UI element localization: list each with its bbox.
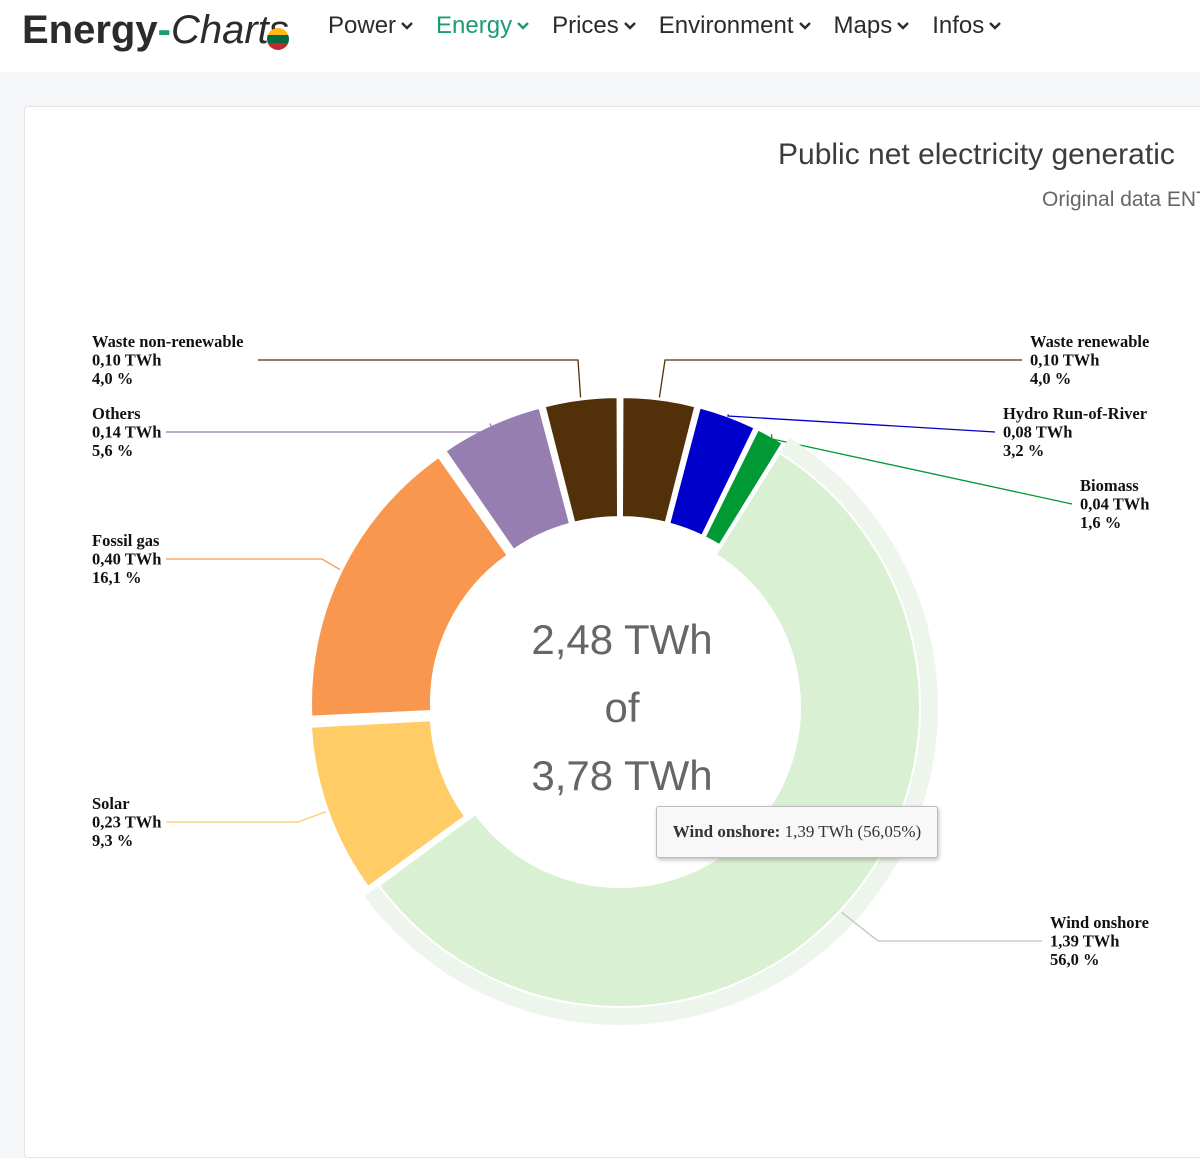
connector-hydro-run-of-river: [727, 414, 996, 433]
chevron-down-icon: [623, 22, 636, 30]
nav-item-label: Maps: [833, 12, 893, 39]
data-label-others-value: 0,14 TWh: [92, 423, 161, 442]
center-text-line-1: 2,48 TWh: [531, 616, 712, 663]
data-label-waste-non-renewable-percent: 4,0 %: [92, 369, 133, 388]
data-label-fossil-gas-name: Fossil gas: [92, 531, 160, 550]
logo-dash: -: [157, 8, 171, 52]
flag-stripe-yellow: [267, 28, 289, 36]
center-text-line-3: 3,78 TWh: [531, 752, 712, 799]
nav-item-energy[interactable]: Energy: [436, 10, 530, 42]
logo[interactable]: Energy-Charts: [22, 6, 289, 54]
slice-hydro-run-of-river[interactable]: [668, 406, 756, 537]
nav-item-label: Prices: [552, 12, 619, 39]
tooltip-value: 1,39 TWh (56,05%): [780, 822, 922, 841]
data-label-waste-non-renewable-value: 0,10 TWh: [92, 351, 161, 370]
lithuania-flag-icon[interactable]: [267, 28, 289, 50]
connector-biomass: [770, 434, 1073, 505]
data-label-biomass-percent: 1,6 %: [1080, 513, 1121, 532]
chevron-down-icon: [798, 22, 811, 30]
slice-biomass[interactable]: [703, 428, 784, 547]
nav-item-label: Power: [328, 12, 397, 39]
data-label-waste-non-renewable-name: Waste non-renewable: [92, 332, 243, 351]
slice-solar[interactable]: [310, 719, 467, 888]
connector-fossil-gas: [166, 558, 341, 571]
center-text-line-2: of: [604, 684, 639, 731]
slice-waste-non-renewable[interactable]: [543, 396, 620, 524]
data-label-others-name: Others: [92, 404, 141, 423]
chevron-down-icon: [401, 22, 413, 30]
data-label-wind-onshore-name: Wind onshore: [1050, 913, 1149, 932]
connector-others: [166, 423, 496, 433]
nav-item-prices[interactable]: Prices: [552, 10, 637, 42]
data-label-fossil-gas-percent: 16,1 %: [92, 568, 142, 587]
nav-item-power[interactable]: Power: [328, 10, 414, 42]
chevron-down-icon: [989, 22, 1002, 30]
logo-part-energy: Energy: [22, 8, 158, 52]
data-label-hydro-run-of-river-name: Hydro Run-of-River: [1003, 404, 1147, 423]
data-label-wind-onshore-percent: 56,0 %: [1050, 950, 1100, 969]
connector-waste-renewable: [658, 359, 1022, 398]
tooltip-series-name: Wind onshore:: [672, 822, 781, 841]
nav-item-label: Environment: [658, 12, 794, 39]
data-label-waste-renewable-percent: 4,0 %: [1030, 369, 1071, 388]
chevron-down-icon: [517, 22, 529, 30]
data-label-hydro-run-of-river-value: 0,08 TWh: [1003, 423, 1072, 442]
data-label-hydro-run-of-river-percent: 3,2 %: [1003, 441, 1044, 460]
chevron-down-icon: [897, 22, 910, 30]
nav-item-maps[interactable]: Maps: [834, 10, 911, 42]
slice-wind-onshore[interactable]: [377, 452, 921, 1008]
data-label-solar-percent: 9,3 %: [92, 831, 133, 850]
main-menu: Power Energy Prices Environment Maps Inf…: [328, 10, 1024, 42]
data-label-wind-onshore-value: 1,39 TWh: [1050, 932, 1119, 951]
slice-others[interactable]: [444, 406, 572, 551]
data-label-solar-name: Solar: [92, 794, 130, 813]
slice-fossil-gas[interactable]: [310, 456, 509, 718]
data-label-others-percent: 5,6 %: [92, 441, 133, 460]
slice-waste-renewable[interactable]: [620, 396, 697, 524]
nav-item-label: Energy: [436, 12, 513, 39]
navbar: Energy-Charts Power Energy Prices Enviro…: [0, 0, 1200, 72]
chart-title: Public net electricity generatic: [778, 138, 1175, 171]
data-label-fossil-gas-value: 0,40 TWh: [92, 550, 161, 569]
flag-stripe-green: [267, 35, 289, 43]
connector-solar: [166, 811, 327, 823]
data-label-solar-value: 0,23 TWh: [92, 813, 161, 832]
data-label-waste-renewable-name: Waste renewable: [1030, 332, 1149, 351]
connector-waste-non-renewable: [258, 359, 582, 398]
nav-item-infos[interactable]: Infos: [932, 10, 1002, 42]
nav-item-environment[interactable]: Environment: [659, 10, 812, 42]
nav-item-label: Infos: [932, 12, 985, 39]
data-label-biomass-value: 0,04 TWh: [1080, 495, 1149, 514]
connector-wind-onshore: [841, 911, 1042, 942]
flag-stripe-red: [267, 42, 289, 50]
chart-tooltip: Wind onshore: 1,39 TWh (56,05%): [656, 806, 938, 858]
data-label-waste-renewable-value: 0,10 TWh: [1030, 351, 1099, 370]
chart-subtitle: Original data ENT: [1042, 188, 1200, 211]
data-label-biomass-name: Biomass: [1080, 476, 1139, 495]
